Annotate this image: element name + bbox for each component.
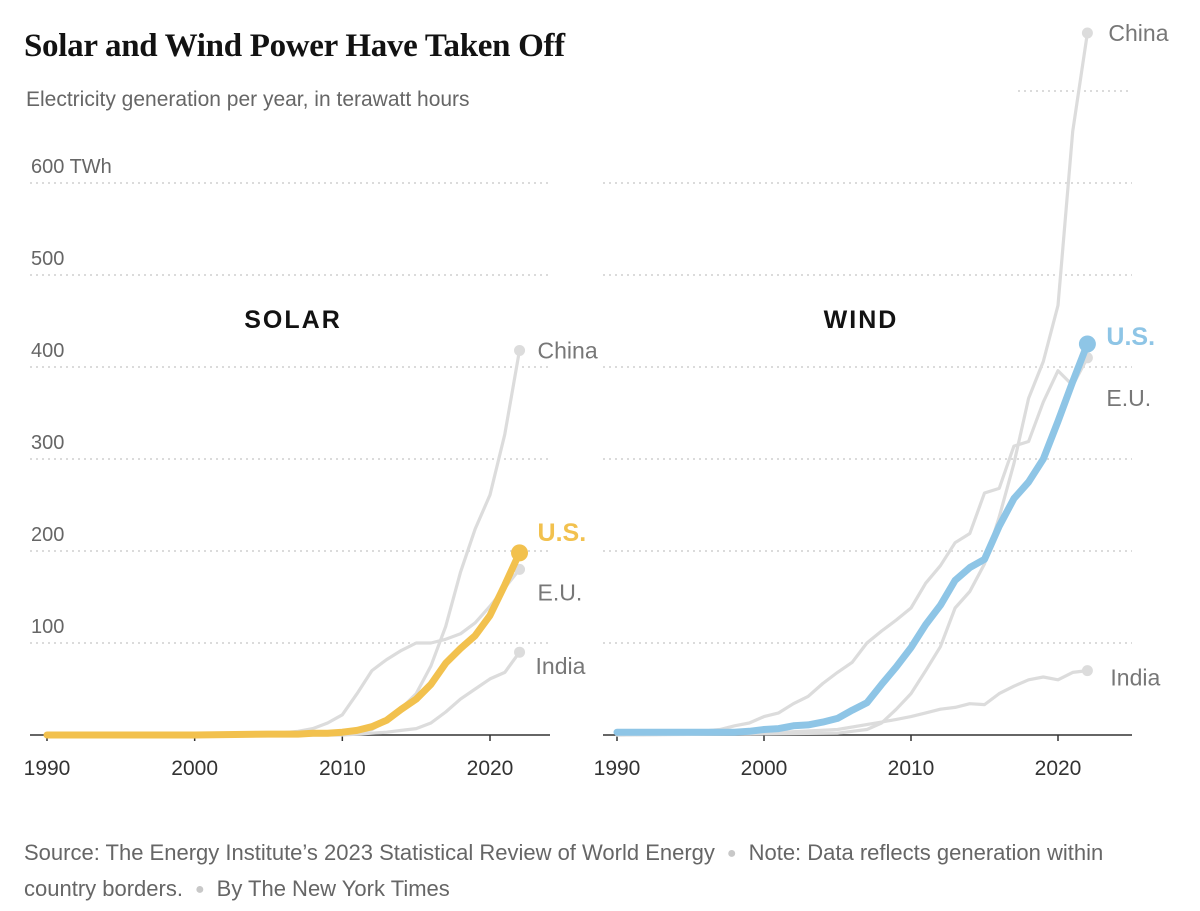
panel-title: WIND bbox=[824, 306, 899, 334]
series-endpoint bbox=[1081, 665, 1093, 677]
series-label: China bbox=[1108, 20, 1168, 46]
separator-dot: ● bbox=[726, 845, 737, 862]
y-tick-label: 300 bbox=[31, 432, 64, 454]
y-tick-label: 200 bbox=[31, 524, 64, 546]
chart-subtitle: Electricity generation per year, in tera… bbox=[26, 88, 470, 111]
series-endpoint bbox=[1081, 27, 1093, 39]
x-tick-label: 1990 bbox=[594, 757, 641, 780]
x-tick-label: 2000 bbox=[171, 757, 218, 780]
y-tick-label: 100 bbox=[31, 616, 64, 638]
series-line-china bbox=[45, 348, 522, 737]
data-note: Note: Data reflects generation within co… bbox=[24, 840, 1104, 901]
series-endpoint bbox=[1078, 335, 1096, 353]
series-line-eu bbox=[45, 567, 522, 737]
series-line-india bbox=[615, 668, 1090, 737]
separator-dot: ● bbox=[194, 881, 205, 898]
series-label: China bbox=[538, 337, 598, 363]
series-line-eu bbox=[615, 356, 1090, 736]
series-label: India bbox=[536, 653, 586, 679]
chart-footer: Source: The Energy Institute’s 2023 Stat… bbox=[24, 836, 1174, 908]
x-tick-label: 2020 bbox=[467, 757, 514, 780]
series-endpoint bbox=[511, 544, 529, 562]
y-tick-label: 500 bbox=[31, 248, 64, 270]
y-tick-label: 400 bbox=[31, 340, 64, 362]
panel-title: SOLAR bbox=[244, 306, 342, 334]
series-line-india bbox=[45, 650, 522, 737]
x-tick-label: 2010 bbox=[888, 757, 935, 780]
series-label: India bbox=[1110, 665, 1160, 691]
chart-title: Solar and Wind Power Have Taken Off bbox=[24, 28, 565, 64]
series-endpoint bbox=[514, 344, 526, 356]
series-label: U.S. bbox=[538, 519, 587, 547]
x-tick-label: 2000 bbox=[741, 757, 788, 780]
series-line-us bbox=[43, 549, 523, 739]
y-tick-label: 600 TWh bbox=[31, 156, 112, 178]
series-line-china bbox=[615, 31, 1090, 737]
x-tick-label: 2010 bbox=[319, 757, 366, 780]
x-tick-label: 1990 bbox=[24, 757, 71, 780]
series-label: U.S. bbox=[1106, 323, 1155, 351]
series-endpoint bbox=[514, 646, 526, 658]
byline: By The New York Times bbox=[216, 876, 450, 901]
series-line-us bbox=[613, 340, 1091, 736]
series-label: E.U. bbox=[1106, 385, 1151, 411]
source-note: Source: The Energy Institute’s 2023 Stat… bbox=[24, 840, 715, 865]
x-tick-label: 2020 bbox=[1035, 757, 1082, 780]
series-label: E.U. bbox=[538, 579, 583, 605]
